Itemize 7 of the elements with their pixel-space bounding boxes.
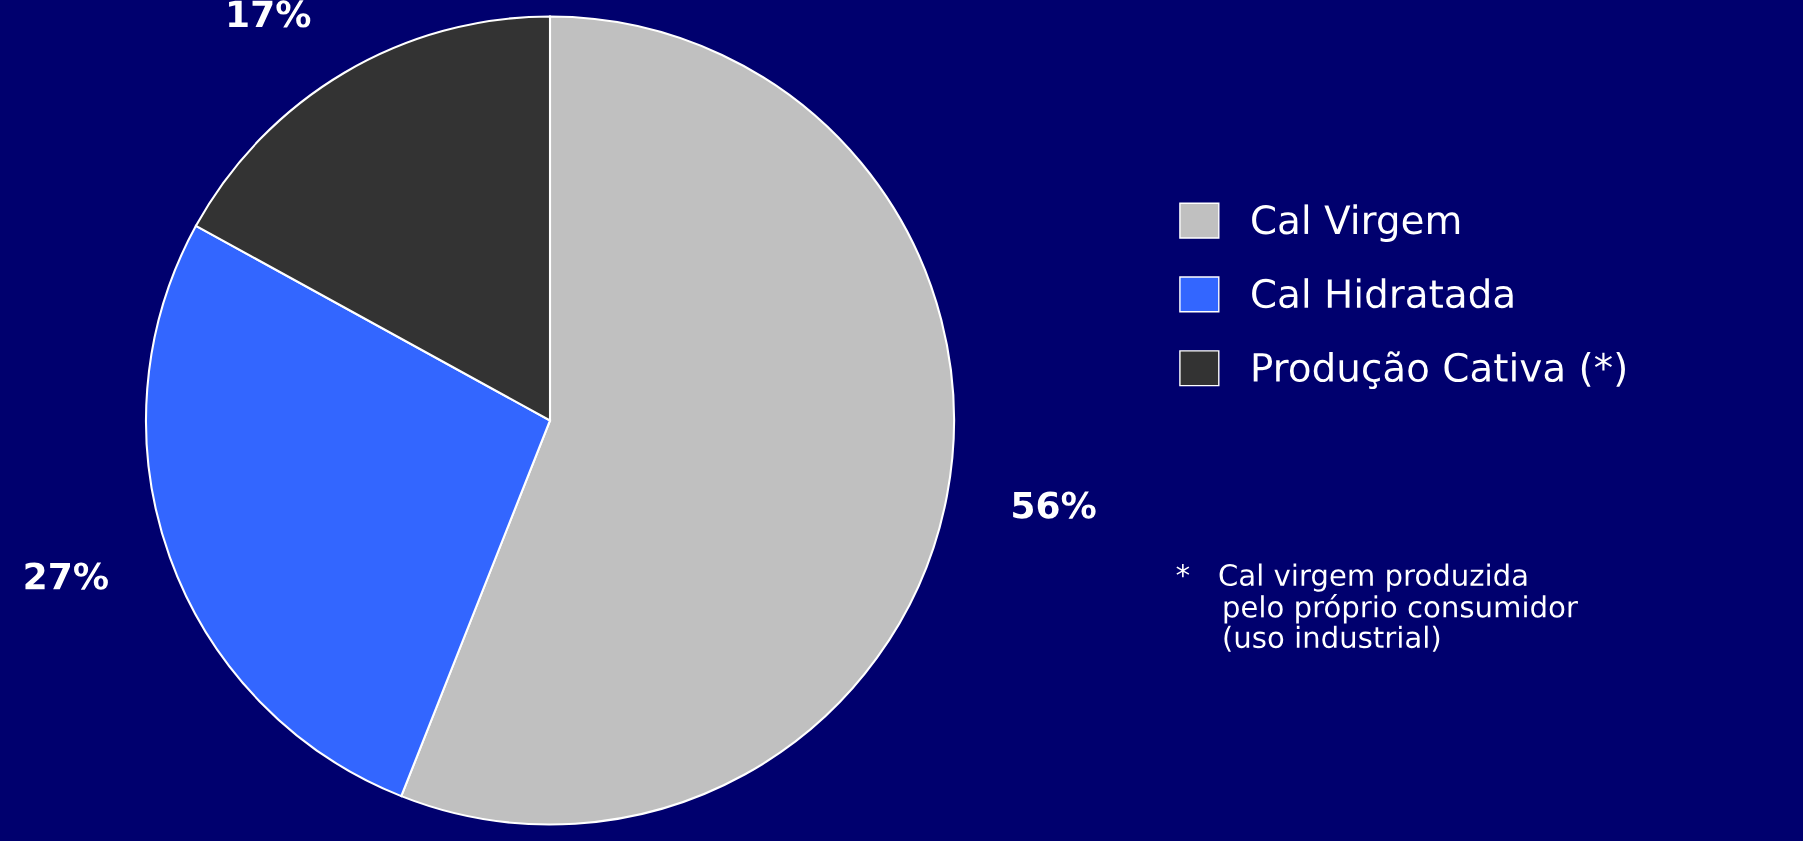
data-label: 27%	[25, 562, 108, 590]
text: * Cal virgem produzida pelo próprio consumidor (uso industrial)	[1176, 563, 1578, 652]
legend-label: Produção Cativa (*)	[1253, 351, 1625, 390]
data-label: 17%	[229, 0, 311, 28]
legend-label: Cal Hidratada	[1252, 278, 1513, 309]
legend-label: Cal Virgem	[1252, 204, 1460, 243]
data-label: 56%	[1013, 491, 1096, 519]
